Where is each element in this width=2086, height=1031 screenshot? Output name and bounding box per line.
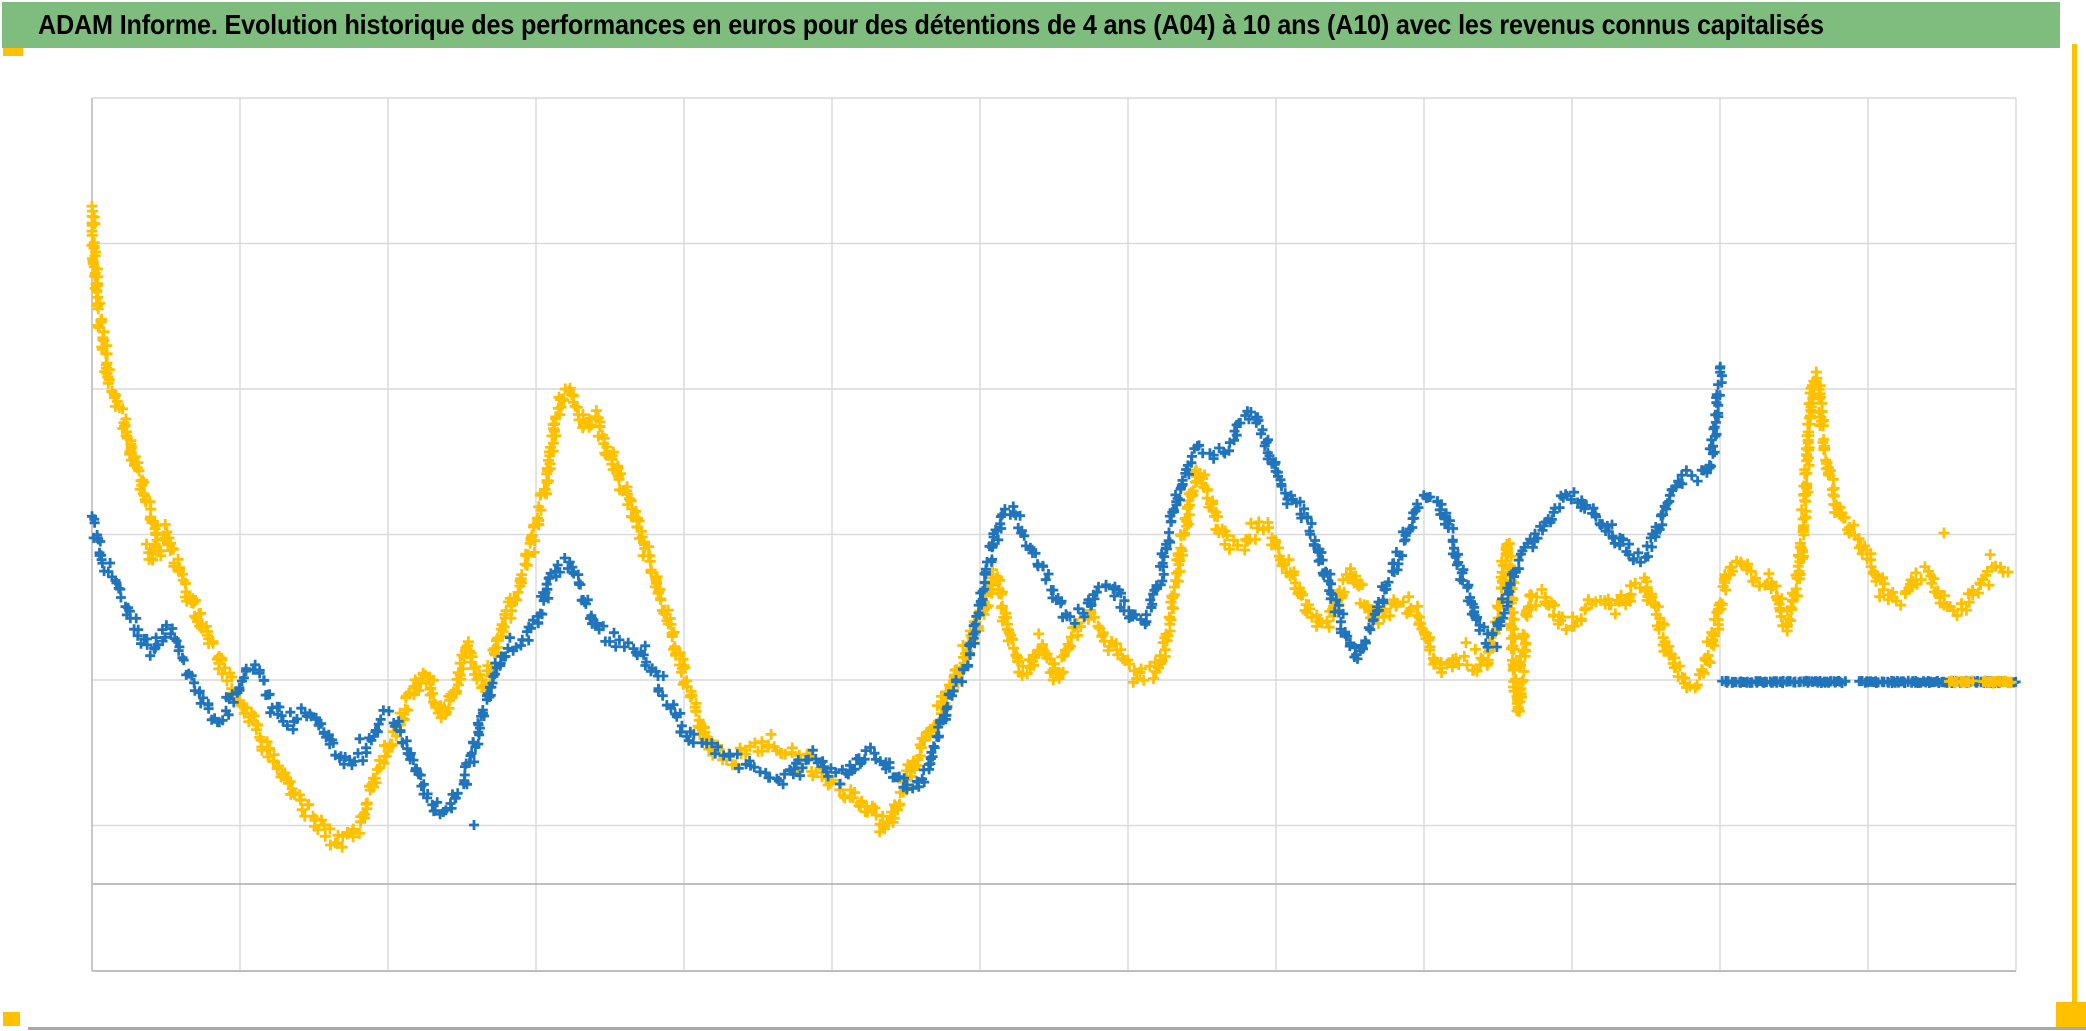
accent-right-line — [2072, 44, 2077, 1004]
gold-series-markers — [86, 200, 2014, 853]
accent-bottom-right-square — [2056, 1002, 2086, 1028]
accent-bottom-left-square — [3, 1012, 20, 1026]
title-bar: ADAM Informe. Evolution historique des p… — [2, 2, 2060, 48]
accent-top-left-dash — [3, 48, 23, 56]
gold-series-outlier-marker — [1938, 527, 1950, 539]
chart-markers — [86, 200, 2021, 853]
blue-series-markers — [87, 361, 1727, 820]
bottom-divider — [28, 1027, 2086, 1030]
page-title: ADAM Informe. Evolution historique des p… — [38, 9, 1824, 40]
blue-series-outlier-marker — [469, 820, 479, 830]
gold-series-flat-markers — [1943, 675, 1979, 689]
blue-series-flat-markers — [1717, 675, 1851, 689]
gold-series-flat-markers — [1977, 675, 2017, 689]
chart-gridlines — [91, 97, 2017, 972]
